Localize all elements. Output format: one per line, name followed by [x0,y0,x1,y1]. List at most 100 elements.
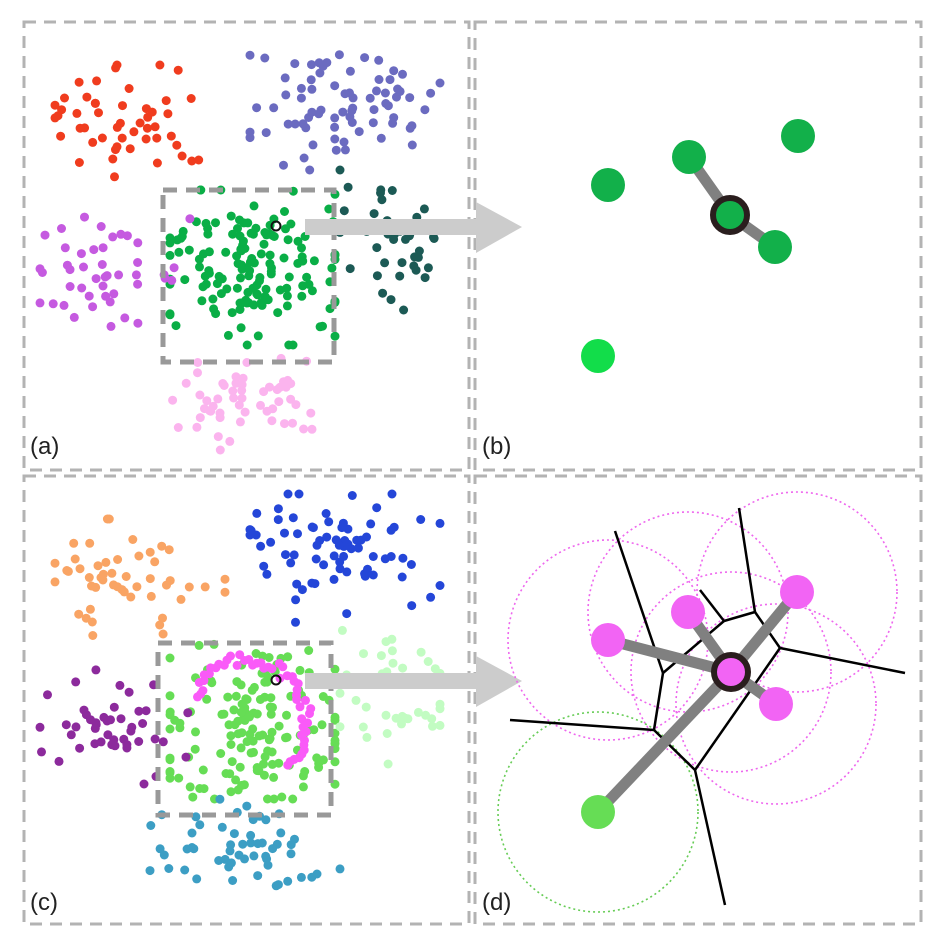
scatter-point [283,652,293,662]
panel-label-c: (c) [30,889,58,916]
scatter-point [268,702,277,712]
scatter-point [378,288,388,298]
scatter-point [395,271,405,281]
scatter-point [177,151,187,161]
scatter-point [91,274,101,284]
scatter-point [292,579,302,589]
graph-node [581,795,615,829]
scatter-point [158,613,167,623]
panel-a-frame [22,20,471,472]
scatter-point [127,722,137,732]
scatter-point [69,538,79,548]
scatter-point [228,876,238,885]
scatter-point [348,93,358,103]
scatter-point [226,211,236,221]
graph-node [759,687,793,721]
scatter-point [315,322,325,332]
scatter-point [200,404,209,414]
scatter-point [339,137,349,147]
scatter-point [221,769,231,778]
scatter-point [176,594,186,604]
scatter-point [194,640,204,650]
scatter-point [189,844,199,854]
scatter-point [291,595,301,605]
scatter-point [330,739,340,749]
scatter-point [226,731,236,741]
scatter-point [174,247,184,257]
scatter-point [278,662,288,672]
scatter-point [263,860,273,870]
scatter-point [231,775,241,785]
scatter-point [397,572,407,582]
scatter-point [237,264,247,274]
scatter-point [358,722,368,732]
scatter-point [262,569,272,579]
panel-c-frame [22,474,471,926]
scatter-point [85,604,95,614]
panel-c-scatter [35,489,445,891]
scatter-point [322,58,332,68]
scatter-point [299,153,309,163]
scatter-point [246,228,256,238]
scatter-point [216,749,226,758]
scatter-point [124,687,134,697]
scatter-point [269,232,279,241]
scatter-point [237,728,247,738]
scatter-point [334,50,344,60]
scatter-point [97,133,107,143]
arrow-c-to-d [305,656,522,707]
scatter-point [361,702,371,712]
scatter-point [199,249,208,259]
scatter-point [71,722,81,732]
scatter-point [245,266,255,276]
scatter-point [330,122,340,132]
scatter-point [345,264,355,274]
panel-a-scatter [35,50,445,455]
scatter-point [334,540,344,550]
scatter-point [330,712,340,722]
scatter-point [267,727,277,737]
scatter-point [277,792,287,802]
scatter-point [181,752,191,762]
scatter-point [273,880,283,890]
scatter-point [161,96,171,106]
scatter-point [204,266,214,276]
scatter-point [267,759,277,769]
scatter-point [376,185,386,195]
scatter-point [66,730,76,740]
scatter-point [180,865,190,875]
scatter-point [343,182,353,192]
scatter-point [260,228,270,237]
scatter-point [310,579,320,589]
scatter-point [273,504,283,514]
scatter-point [112,122,122,132]
scatter-point [399,305,409,315]
scatter-point [405,93,415,103]
scatter-point [273,308,283,318]
scatter-point [423,657,433,666]
scatter-point [182,844,192,854]
scatter-point [302,272,312,282]
scatter-point [372,86,381,96]
scatter-point [381,710,391,720]
scatter-point [125,144,135,154]
scatter-point [283,119,293,129]
scatter-point [207,678,217,688]
scatter-point [369,105,379,115]
scatter-point [261,815,271,825]
scatter-point [138,719,148,728]
scatter-point [291,400,301,410]
scatter-point [307,107,317,117]
scatter-point [54,756,64,766]
scatter-point [150,122,160,132]
scatter-point [386,552,396,561]
scatter-point [297,585,307,595]
scatter-point [142,123,152,133]
scatter-point [69,312,79,322]
scatter-point [200,582,210,592]
scatter-point [256,400,265,410]
scatter-point [89,245,99,255]
scatter-point [158,737,168,747]
scatter-point [314,109,324,119]
